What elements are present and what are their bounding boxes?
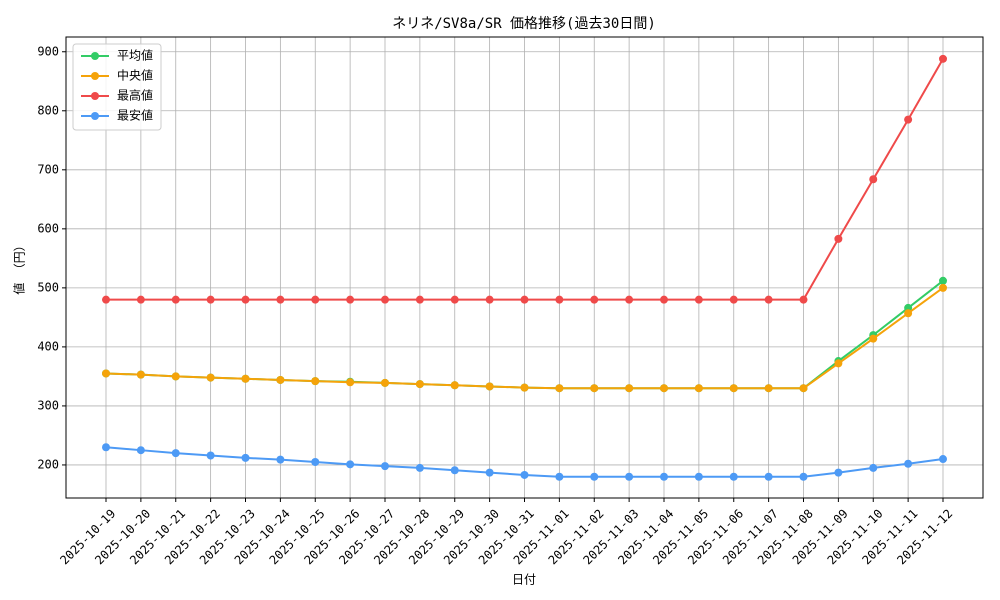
data-point: [485, 295, 494, 304]
data-point: [729, 472, 738, 481]
data-point: [136, 370, 145, 379]
data-point: [171, 449, 180, 458]
data-point: [276, 295, 285, 304]
data-point: [520, 295, 529, 304]
y-tick-label: 600: [37, 221, 59, 235]
data-point: [276, 455, 285, 464]
data-point: [764, 384, 773, 393]
data-point: [206, 295, 215, 304]
plot-frame: [65, 36, 984, 499]
data-point: [869, 463, 878, 472]
data-point: [625, 295, 634, 304]
data-point: [660, 295, 668, 304]
legend-marker: [91, 112, 99, 120]
data-point: [939, 276, 947, 285]
x-axis-label: 日付: [512, 573, 536, 587]
data-point: [799, 295, 808, 304]
data-point: [450, 295, 459, 304]
data-point: [241, 374, 250, 383]
y-tick-label: 800: [37, 103, 59, 117]
chart-title: ネリネ/SV8a/SR 価格推移(過去30日間): [392, 16, 656, 32]
y-axis-label: 値 （円）: [12, 239, 27, 294]
y-tick-label: 400: [37, 339, 59, 353]
data-point: [834, 234, 843, 243]
data-point: [415, 380, 424, 389]
legend-label: 最安値: [117, 108, 153, 123]
data-point: [939, 283, 947, 292]
data-point: [939, 455, 947, 464]
data-point: [102, 443, 110, 452]
y-tick-label: 200: [37, 457, 59, 471]
data-point: [625, 472, 634, 481]
y-tick-label: 900: [37, 44, 59, 58]
data-point: [415, 295, 424, 304]
data-point: [206, 451, 215, 460]
data-point: [381, 295, 389, 304]
data-point: [136, 446, 145, 455]
data-point: [799, 384, 808, 393]
data-point: [136, 295, 145, 304]
data-point: [834, 359, 843, 368]
data-point: [729, 295, 738, 304]
data-point: [415, 463, 424, 472]
data-point: [381, 378, 389, 387]
data-point: [904, 309, 913, 318]
legend-marker: [91, 52, 99, 60]
data-point: [799, 472, 808, 481]
data-point: [450, 381, 459, 390]
data-point: [694, 472, 703, 481]
legend-marker: [91, 72, 99, 80]
data-point: [625, 384, 634, 393]
legend-label: 中央値: [117, 68, 153, 83]
y-tick-label: 500: [37, 280, 59, 294]
data-point: [171, 372, 180, 381]
data-point: [171, 295, 180, 304]
data-point: [555, 384, 564, 393]
data-point: [102, 295, 110, 304]
data-point: [206, 373, 215, 382]
data-point: [241, 295, 250, 304]
data-point: [346, 378, 355, 387]
y-tick-label: 300: [37, 398, 59, 412]
legend-label: 最高値: [117, 88, 153, 103]
data-point: [555, 295, 564, 304]
legend-marker: [91, 92, 99, 100]
data-point: [381, 462, 389, 471]
data-point: [346, 460, 355, 469]
data-point: [520, 470, 529, 479]
data-point: [904, 115, 913, 124]
data-point: [590, 384, 599, 393]
data-point: [311, 457, 320, 466]
data-point: [450, 466, 459, 475]
legend-box: [72, 43, 162, 131]
data-point: [660, 384, 668, 393]
data-point: [590, 472, 599, 481]
data-point: [590, 295, 599, 304]
data-point: [555, 472, 564, 481]
data-point: [311, 295, 320, 304]
data-point: [694, 384, 703, 393]
data-point: [694, 295, 703, 304]
data-point: [660, 472, 668, 481]
y-tick-label: 700: [37, 162, 59, 176]
data-point: [904, 459, 913, 468]
data-point: [764, 472, 773, 481]
data-point: [834, 468, 843, 477]
data-point: [485, 468, 494, 477]
data-point: [102, 369, 110, 378]
data-point: [241, 453, 250, 462]
data-point: [520, 383, 529, 392]
data-point: [869, 334, 878, 343]
data-point: [276, 375, 285, 384]
data-point: [346, 295, 355, 304]
data-point: [869, 175, 878, 184]
data-point: [729, 384, 738, 393]
data-point: [311, 377, 320, 386]
data-point: [485, 382, 494, 391]
legend-label: 平均値: [117, 48, 153, 63]
data-point: [764, 295, 773, 304]
data-point: [939, 54, 947, 63]
